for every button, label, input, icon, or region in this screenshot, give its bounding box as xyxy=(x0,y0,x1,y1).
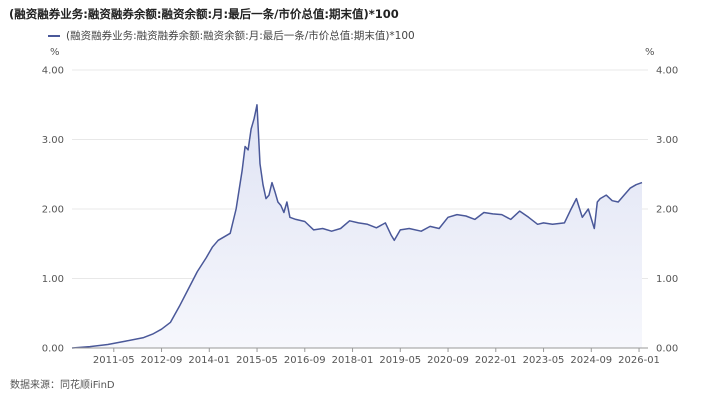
y-tick-label-right: 4.00 xyxy=(656,66,678,77)
y-tick-label-left: 2.00 xyxy=(42,205,64,216)
axis-layer: 0.00 0.00 1.00 1.00 2.00 2.00 3.00 3.00 4.00 4.00… xyxy=(42,66,679,367)
x-tick-label: 2016-09 xyxy=(284,355,326,366)
x-tick-label: 2018-01 xyxy=(332,355,374,366)
x-tick-label: 2019-05 xyxy=(379,355,421,366)
y-tick-label-right: 2.00 xyxy=(656,205,678,216)
x-tick-label: 2022-01 xyxy=(475,355,517,366)
y-tick-label-left: 0.00 xyxy=(42,344,64,355)
x-tick-label: 2012-09 xyxy=(141,355,183,366)
y-tick-label-left: 1.00 xyxy=(42,274,64,285)
x-tick-label: 2020-09 xyxy=(427,355,469,366)
series-line[interactable] xyxy=(71,104,643,349)
area-layer xyxy=(71,104,643,349)
chart-title: (融资融券业务:融资融券余额:融资余额:月:最后一条/市价总值:期末值)*100 xyxy=(9,7,399,21)
data-source: 数据来源：同花顺iFinD xyxy=(10,380,115,391)
y-tick-label-left: 3.00 xyxy=(42,135,64,146)
x-tick-label: 2023-05 xyxy=(523,355,565,366)
legend-label: (融资融券业务:融资融券余额:融资余额:月:最后一条/市价总值:期末值)*100 xyxy=(66,30,415,42)
y-tick-label-right: 1.00 xyxy=(656,274,678,285)
y-unit-left: % xyxy=(50,47,60,58)
x-tick-label: 2014-01 xyxy=(188,355,230,366)
legend[interactable]: (融资融券业务:融资融券余额:融资余额:月:最后一条/市价总值:期末值)*100 xyxy=(48,28,415,43)
y-tick-label-right: 0.00 xyxy=(656,344,678,355)
series-area-fill xyxy=(72,104,642,348)
y-tick-label-left: 4.00 xyxy=(42,66,64,77)
legend-line-swatch xyxy=(48,34,60,37)
y-unit-right: % xyxy=(645,47,655,58)
x-tick-label: 2026-01 xyxy=(618,355,660,366)
x-tick-label: 2015-05 xyxy=(236,355,278,366)
x-tick-label: 2011-05 xyxy=(93,355,135,366)
x-tick-label: 2024-09 xyxy=(570,355,612,366)
y-tick-label-right: 3.00 xyxy=(656,135,678,146)
